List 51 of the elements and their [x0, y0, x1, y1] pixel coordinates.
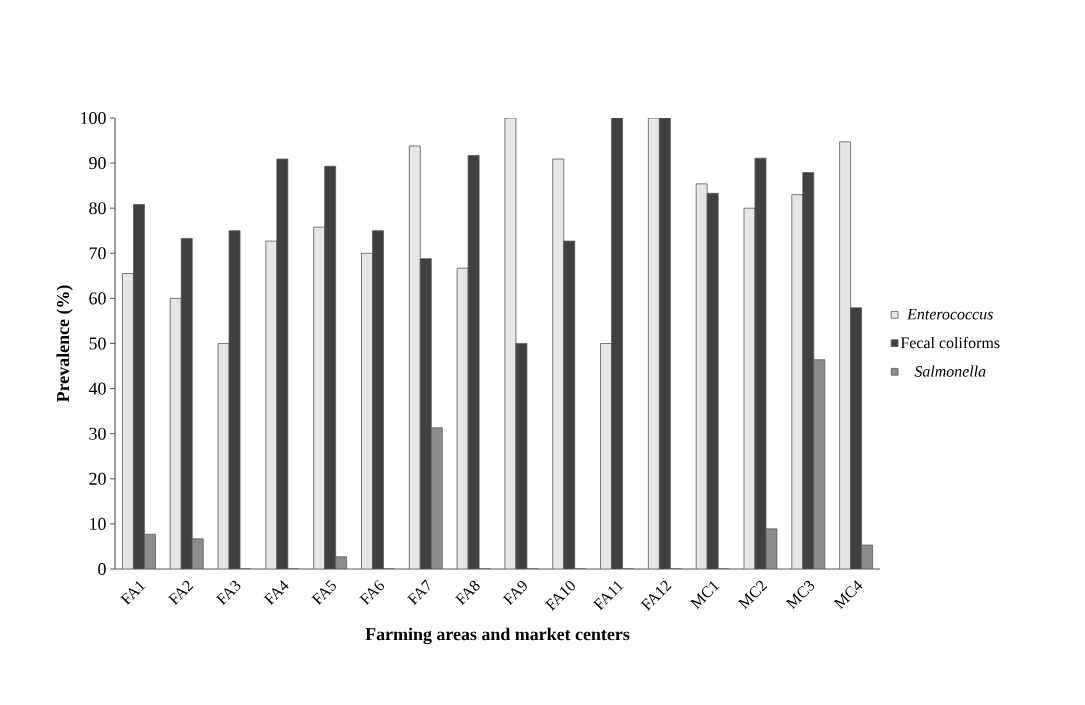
bar — [839, 141, 852, 569]
bar — [420, 258, 432, 569]
x-tick-label: FA2 — [167, 580, 194, 606]
bar — [707, 193, 719, 569]
y-axis-title: Prevalence (%) — [56, 285, 73, 403]
y-tick-label: 10 — [90, 517, 106, 530]
x-tick-label: FA7 — [406, 579, 430, 606]
bar — [850, 307, 863, 569]
x-tick-label: FA8 — [454, 580, 480, 606]
bar — [313, 227, 325, 569]
x-tick-label: FA9 — [502, 580, 527, 606]
bar — [659, 118, 671, 569]
y-tick-label: 70 — [89, 247, 106, 260]
bar — [552, 159, 564, 569]
bar — [122, 273, 134, 569]
bar — [265, 241, 277, 569]
bar — [813, 359, 825, 569]
bar — [409, 145, 421, 569]
y-tick-label: 40 — [88, 382, 106, 395]
bar — [361, 253, 373, 569]
y-tick-label: 80 — [89, 202, 106, 215]
bar — [696, 183, 708, 569]
bar — [170, 298, 182, 569]
bar — [372, 230, 384, 569]
bar — [431, 427, 443, 569]
y-tick-label: 30 — [89, 427, 106, 440]
x-tick-label: FA5 — [311, 580, 336, 606]
legend-label: Salmonella — [914, 365, 986, 377]
x-tick-label: FA1 — [120, 581, 146, 606]
x-tick-label: FA4 — [263, 580, 289, 606]
y-tick-label: 20 — [89, 472, 106, 485]
x-axis-title: Farming areas and market centers — [365, 627, 630, 645]
legend-label: Fecal coliforms — [900, 336, 1000, 349]
x-tick-label: FA6 — [359, 579, 384, 606]
bar — [791, 194, 803, 569]
y-tick-label: 0 — [98, 562, 106, 576]
x-tick-label: FA3 — [215, 580, 241, 606]
bar — [600, 343, 612, 569]
y-tick-label: 100 — [81, 111, 106, 125]
y-tick-label: 50 — [89, 337, 106, 350]
bar — [648, 118, 660, 569]
bar — [802, 172, 814, 569]
y-tick-label: 90 — [89, 157, 106, 170]
bar — [563, 241, 575, 569]
bar — [181, 238, 193, 569]
y-tick-label: 60 — [89, 292, 106, 305]
legend-label: Enterococcus — [906, 308, 993, 320]
bar — [133, 204, 145, 569]
bar — [324, 166, 336, 569]
bar — [611, 118, 623, 569]
bar — [276, 159, 288, 569]
